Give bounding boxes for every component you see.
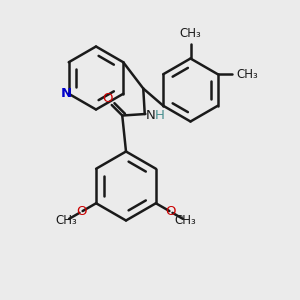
Text: CH₃: CH₃: [56, 214, 77, 227]
Text: CH₃: CH₃: [175, 214, 196, 227]
Text: O: O: [165, 205, 175, 218]
Text: CH₃: CH₃: [237, 68, 258, 81]
Text: O: O: [76, 205, 87, 218]
Text: O: O: [102, 92, 112, 105]
Text: N: N: [145, 109, 155, 122]
Text: CH₃: CH₃: [180, 28, 201, 40]
Text: N: N: [61, 87, 72, 100]
Text: H: H: [155, 109, 165, 122]
